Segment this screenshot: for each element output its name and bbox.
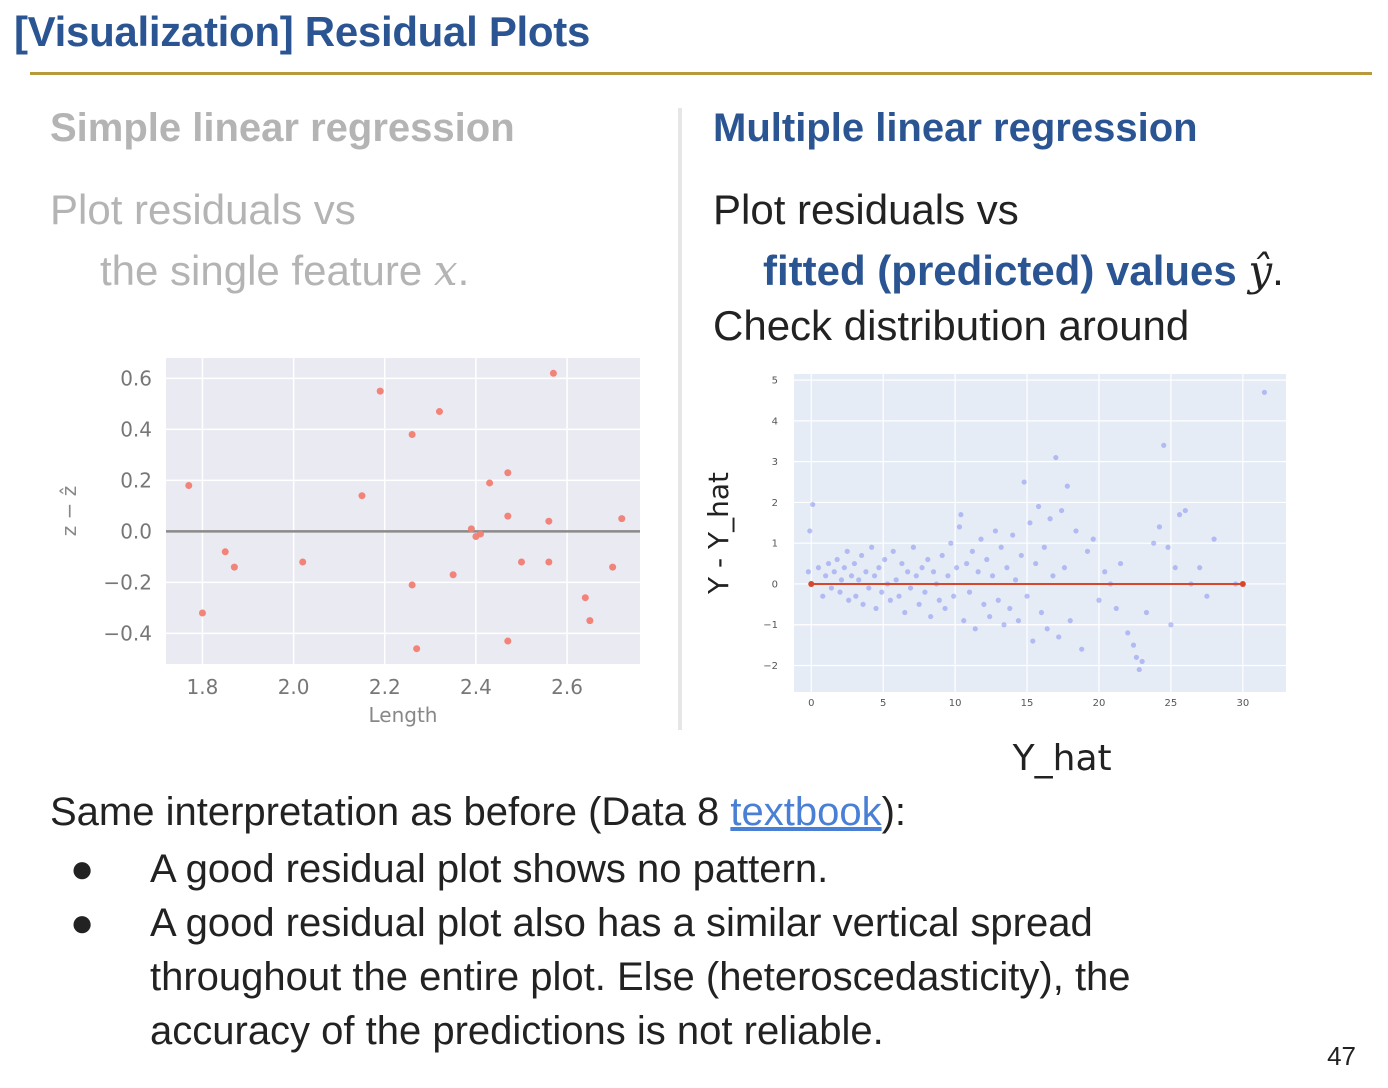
plot-area — [166, 358, 640, 664]
textbook-link[interactable]: textbook — [730, 790, 882, 834]
left-line-2-text: the single feature — [100, 247, 434, 294]
data-point — [221, 548, 229, 556]
right-heading: Multiple linear regression — [713, 106, 1198, 150]
interpretation-intro: Same interpretation as before (Data 8 te… — [50, 790, 906, 835]
bullet-text: A good residual plot also has a similar … — [150, 901, 1131, 1053]
bullet-item: ● A good residual plot also has a similar… — [70, 896, 1270, 1058]
right-line-1: Plot residuals vs — [713, 186, 1019, 233]
data-point — [408, 581, 416, 589]
math-y-hat: ŷ — [1248, 246, 1273, 295]
data-point — [504, 512, 512, 520]
x-tick-label: 2.6 — [551, 675, 583, 699]
x-tick-label: 2.4 — [460, 675, 492, 699]
bullet-icon: ● — [70, 847, 95, 891]
math-x: x — [433, 246, 458, 295]
data-point — [467, 525, 475, 533]
page-number: 47 — [1327, 1041, 1356, 1071]
data-point — [504, 637, 512, 645]
data-point — [549, 369, 557, 377]
intro-text-end: ): — [881, 790, 907, 834]
bullet-icon: ● — [70, 901, 95, 945]
y-tick-label: −0.2 — [103, 570, 152, 594]
y-tick-label: 0.0 — [120, 519, 152, 543]
data-point — [518, 558, 525, 566]
data-point — [299, 558, 307, 566]
data-point — [185, 482, 193, 489]
data-point — [198, 609, 206, 617]
x-tick-label: 2.2 — [369, 675, 401, 699]
bullet-list: ● A good residual plot shows no pattern. … — [70, 842, 1270, 1058]
bullet-item: ● A good residual plot shows no pattern. — [70, 842, 1270, 896]
data-point — [376, 387, 384, 395]
data-point — [504, 469, 512, 477]
data-point — [586, 617, 594, 625]
title-underline — [30, 72, 1372, 75]
column-divider — [678, 108, 682, 730]
data-point — [476, 530, 484, 538]
left-line-2-end: . — [457, 247, 470, 294]
right-line-2: fitted (predicted) values ŷ. — [763, 246, 1284, 295]
left-line-1: Plot residuals vs — [50, 186, 356, 233]
x-tick-label: 2.0 — [278, 675, 310, 699]
right-line-2-end: . — [1272, 247, 1284, 294]
data-point — [435, 408, 443, 416]
data-point — [486, 479, 494, 487]
data-point — [449, 571, 457, 579]
left-line-2: the single feature x. — [100, 246, 469, 295]
slide-title: [Visualization] Residual Plots — [14, 8, 591, 55]
data-point — [545, 517, 553, 525]
data-point — [413, 645, 421, 653]
data-point — [618, 515, 626, 523]
y-tick-label: 0.2 — [120, 468, 152, 492]
data-point — [358, 492, 366, 500]
right-line-2-text: fitted (predicted) values — [763, 247, 1249, 294]
intro-text: Same interpretation as before (Data 8 — [50, 790, 731, 834]
y-tick-label: −0.4 — [103, 621, 152, 645]
right-line-3: Check distribution around — [713, 302, 1190, 349]
data-point — [408, 431, 416, 438]
data-point — [545, 558, 553, 566]
data-point — [609, 563, 617, 571]
y-tick-label: 0.4 — [120, 417, 152, 441]
y-tick-label: 0.6 — [120, 366, 152, 390]
data-point — [581, 594, 589, 602]
bullet-text: A good residual plot shows no pattern. — [150, 847, 829, 891]
left-heading: Simple linear regression — [50, 106, 515, 150]
data-point — [230, 563, 238, 571]
x-tick-label: 1.8 — [187, 675, 219, 699]
x-axis-label: Length — [369, 703, 438, 727]
y-axis-label: z − ẑ — [57, 486, 81, 536]
